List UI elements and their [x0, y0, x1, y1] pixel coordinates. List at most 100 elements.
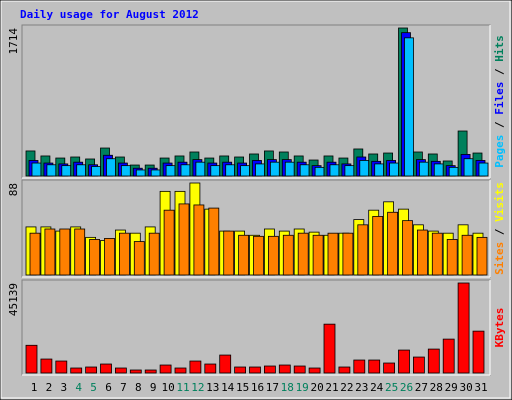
bar: [115, 367, 127, 374]
bar: [40, 358, 53, 374]
bar: [329, 164, 340, 177]
bar: [174, 367, 187, 374]
bar: [478, 162, 489, 177]
x-tick-label: 1: [31, 381, 38, 394]
bar: [269, 161, 280, 177]
bar: [431, 232, 443, 276]
bar: [129, 369, 142, 374]
bar: [418, 161, 429, 177]
x-tick-label: 26: [400, 381, 413, 394]
bar: [282, 234, 294, 276]
bar: [338, 366, 351, 374]
bar: [402, 220, 413, 276]
x-tick-label: 4: [75, 381, 82, 394]
bar: [208, 207, 220, 276]
bar: [119, 232, 130, 276]
bar: [148, 232, 160, 276]
x-tick-label: 25: [385, 381, 398, 394]
bar: [249, 366, 261, 374]
bar: [357, 224, 369, 276]
legend-entry: Pages: [493, 135, 506, 168]
bar: [323, 323, 336, 374]
bar: [44, 228, 56, 276]
bar: [210, 165, 221, 177]
bar: [404, 37, 414, 177]
bar: [472, 330, 485, 374]
legend-separator: /: [493, 115, 506, 135]
y-tick-label: 88: [7, 183, 20, 196]
x-tick-label: 16: [251, 381, 264, 394]
y-tick-label: 1714: [7, 28, 20, 55]
x-tick-label: 18: [281, 381, 294, 394]
bar: [165, 165, 176, 177]
bar: [412, 356, 425, 374]
bar: [476, 236, 488, 276]
bar: [225, 164, 236, 177]
x-tick-label: 19: [296, 381, 309, 394]
x-tick-label: 6: [105, 381, 112, 394]
bar: [374, 163, 385, 177]
legend-entry: Sites: [493, 242, 506, 275]
bar: [76, 164, 87, 177]
bar: [457, 282, 470, 374]
bar: [389, 162, 400, 177]
bar: [442, 338, 455, 374]
bar: [463, 158, 474, 177]
bar: [398, 349, 410, 374]
bar: [189, 360, 202, 374]
legend-separator: /: [493, 222, 506, 242]
bar: [461, 234, 473, 276]
x-tick-label: 21: [325, 381, 338, 394]
x-tick-label: 14: [221, 381, 235, 394]
bar: [267, 235, 279, 276]
bar: [195, 161, 206, 177]
bar: [180, 164, 191, 177]
bar: [106, 158, 116, 177]
bar: [284, 161, 295, 177]
bar: [91, 166, 101, 177]
bar: [308, 367, 321, 374]
chart-title: Daily usage for August 2012: [20, 8, 199, 21]
x-tick-label: 29: [445, 381, 458, 394]
bar: [89, 239, 100, 276]
bar: [85, 366, 97, 374]
x-tick-label: 27: [415, 381, 428, 394]
x-tick-label: 9: [150, 381, 157, 394]
bar: [427, 348, 440, 374]
bar: [314, 166, 325, 177]
y-tick-label: 45139: [7, 283, 20, 316]
x-tick-label: 13: [206, 381, 219, 394]
bar: [263, 365, 276, 374]
legend: Pages / Files / Hits: [493, 35, 506, 168]
bar: [372, 216, 384, 276]
bar: [223, 230, 235, 276]
bar: [278, 364, 291, 374]
legend-separator: /: [493, 62, 506, 82]
x-tick-label: 23: [355, 381, 368, 394]
bar: [238, 234, 250, 276]
bar: [299, 164, 310, 177]
bar: [383, 362, 396, 374]
x-tick-label: 8: [135, 381, 142, 394]
bar: [74, 228, 86, 276]
legend: KBytes: [493, 308, 506, 348]
x-tick-label: 15: [236, 381, 249, 394]
x-tick-label: 17: [266, 381, 279, 394]
legend: Sites / Visits: [493, 182, 506, 275]
bar: [368, 359, 381, 374]
x-tick-label: 30: [459, 381, 472, 394]
legend-entry: Visits: [493, 182, 506, 222]
bar: [25, 344, 38, 374]
bar: [327, 232, 339, 276]
bar: [255, 163, 265, 177]
bar: [100, 363, 112, 374]
legend-entry: Hits: [493, 35, 506, 62]
x-tick-label: 7: [120, 381, 127, 394]
x-tick-label: 5: [90, 381, 97, 394]
bar: [70, 367, 83, 374]
bar: [55, 360, 68, 374]
bar: [344, 165, 355, 177]
bar: [59, 228, 71, 276]
bar: [104, 238, 115, 276]
